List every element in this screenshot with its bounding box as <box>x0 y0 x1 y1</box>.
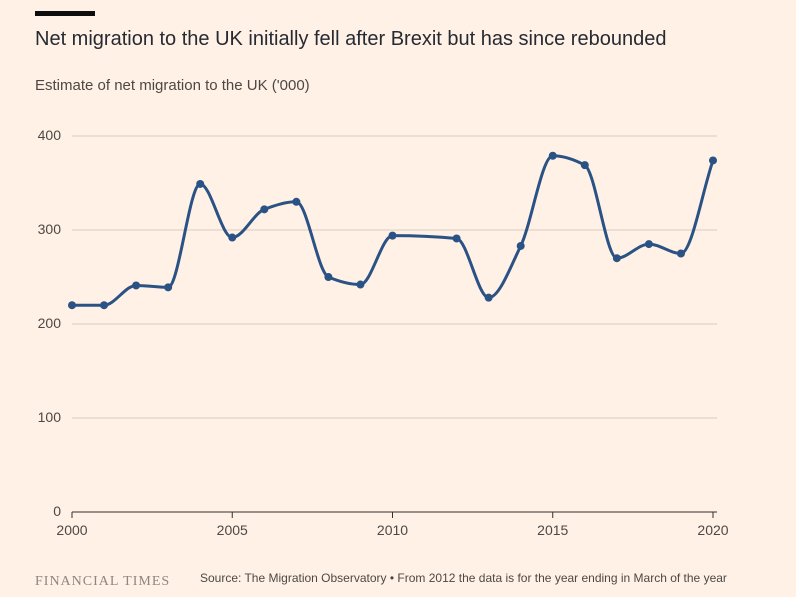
chart-subtitle: Estimate of net migration to the UK ('00… <box>35 77 310 94</box>
data-point-2004 <box>196 179 205 188</box>
data-point-2014 <box>516 241 525 250</box>
data-point-2000 <box>68 301 76 310</box>
data-point-2016 <box>580 161 589 170</box>
x-tick-label: 2010 <box>377 522 408 538</box>
data-point-2002 <box>132 281 141 290</box>
data-point-2018 <box>644 240 653 249</box>
chart-title: Net migration to the UK initially fell a… <box>35 28 667 50</box>
data-point-2017 <box>612 254 621 263</box>
ft-top-bar <box>35 11 95 16</box>
data-point-2003 <box>164 283 173 292</box>
y-tick-label: 200 <box>38 315 62 331</box>
data-point-2012 <box>452 234 461 243</box>
data-point-2015 <box>548 151 557 160</box>
data-point-2020 <box>709 156 717 165</box>
grid-lines <box>72 135 717 419</box>
x-axis: 2000 2005 2010 2015 2020 <box>56 511 729 538</box>
ft-logo: FINANCIAL TIMES <box>35 574 171 586</box>
y-tick-label: 0 <box>53 503 61 519</box>
x-tick-label: 2020 <box>697 522 728 538</box>
data-point-2006 <box>260 205 269 214</box>
y-axis-labels: 0 100 200 300 400 <box>38 127 62 519</box>
x-tick-label: 2000 <box>56 522 87 538</box>
data-point-2013 <box>484 293 493 302</box>
data-point-2009 <box>356 280 365 289</box>
data-point-2007 <box>292 197 301 206</box>
source-note: Source: The Migration Observatory • From… <box>200 571 727 585</box>
series-points <box>68 151 717 310</box>
y-tick-label: 100 <box>38 409 62 425</box>
x-tick-label: 2005 <box>217 522 248 538</box>
data-point-2001 <box>100 301 109 310</box>
y-tick-label: 400 <box>38 127 62 143</box>
y-tick-label: 300 <box>38 221 62 237</box>
data-point-2010 <box>388 231 397 240</box>
data-point-2019 <box>676 249 685 258</box>
data-point-2008 <box>324 273 333 281</box>
x-tick-label: 2015 <box>537 522 568 538</box>
data-point-2005 <box>228 233 237 242</box>
